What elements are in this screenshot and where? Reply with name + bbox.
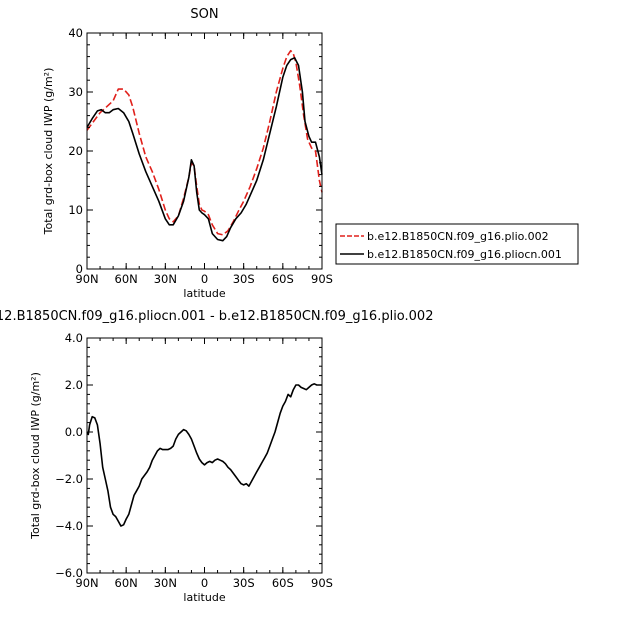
plot-frame-1: [86, 32, 323, 270]
y-axis-label: Total grd-box cloud IWP (g/m²): [42, 68, 55, 236]
x-tick-label: 30N: [154, 272, 177, 286]
x-tick-label: 90N: [75, 576, 98, 590]
y-tick-label: 2.0: [65, 378, 83, 392]
y-tick-label: −2.0: [55, 472, 83, 486]
series-line-1-chart-2: [86, 383, 322, 527]
x-axis-label: latitude: [183, 591, 225, 604]
legend-label-2: b.e12.B1850CN.f09_g16.pliocn.001: [367, 248, 562, 261]
x-tick-label: 60S: [272, 272, 294, 286]
y-tick-label: −6.0: [55, 566, 83, 580]
y-tick-label: 10: [68, 203, 83, 217]
y-tick-label: 0.0: [65, 425, 83, 439]
y-axis-label: Total grd-box cloud IWP (g/m²): [29, 372, 42, 540]
chart-title: b.e12.B1850CN.f09_g16.pliocn.001 - b.e12…: [0, 309, 433, 324]
x-tick-label: 0: [201, 576, 208, 590]
y-tick-label: −4.0: [55, 519, 83, 533]
y-tick-label: 40: [68, 26, 83, 40]
legend-box: [335, 223, 579, 265]
x-tick-label: 90S: [311, 272, 333, 286]
plot-frame-2: [86, 337, 323, 574]
x-tick-label: 30S: [233, 576, 255, 590]
legend-label-1: b.e12.B1850CN.f09_g16.plio.002: [367, 230, 549, 243]
y-tick-label: 20: [68, 144, 83, 158]
y-tick-label: 30: [68, 85, 83, 99]
x-tick-label: 30S: [233, 272, 255, 286]
series-line-2-chart-1: [86, 57, 323, 242]
x-tick-label: 0: [201, 272, 208, 286]
y-tick-label: 4.0: [65, 331, 83, 345]
series-line-1-chart-1: [86, 49, 323, 236]
x-tick-label: 60N: [115, 272, 138, 286]
x-tick-label: 30N: [154, 576, 177, 590]
x-tick-label: 90N: [75, 272, 98, 286]
x-tick-label: 90S: [311, 576, 333, 590]
chart-title: SON: [190, 7, 218, 22]
x-tick-label: 60S: [272, 576, 294, 590]
x-axis-label: latitude: [183, 287, 225, 300]
y-tick-label: 0: [76, 262, 83, 276]
x-tick-label: 60N: [115, 576, 138, 590]
